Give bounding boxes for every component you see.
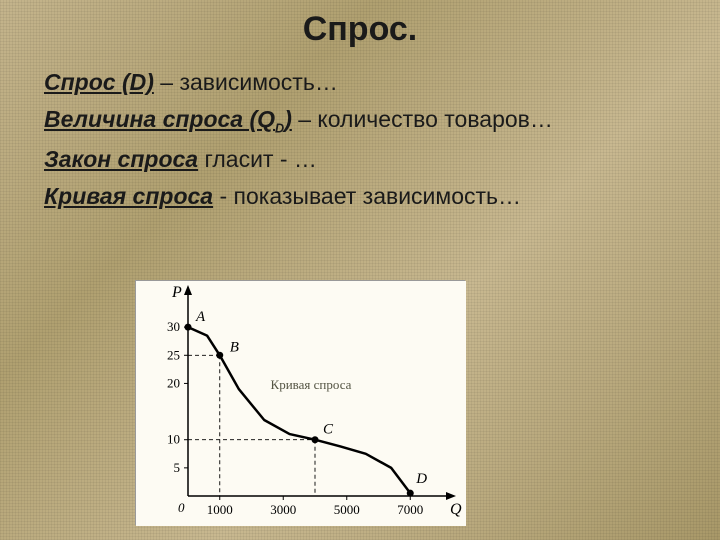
def-krivaya: Кривая спроса - показывает зависимость… bbox=[20, 181, 700, 212]
svg-text:0: 0 bbox=[178, 500, 185, 515]
rest-spros: – зависимость… bbox=[154, 69, 338, 95]
svg-text:3000: 3000 bbox=[270, 502, 296, 517]
svg-text:7000: 7000 bbox=[397, 502, 423, 517]
svg-text:C: C bbox=[323, 422, 334, 438]
svg-text:A: A bbox=[195, 309, 206, 325]
definitions: Спрос (D) – зависимость… Величина спроса… bbox=[0, 49, 720, 212]
svg-text:5000: 5000 bbox=[334, 502, 360, 517]
svg-text:D: D bbox=[415, 471, 427, 487]
def-spros: Спрос (D) – зависимость… bbox=[20, 67, 700, 98]
svg-text:10: 10 bbox=[167, 432, 180, 447]
svg-text:20: 20 bbox=[167, 375, 180, 390]
svg-text:1000: 1000 bbox=[207, 502, 233, 517]
svg-text:5: 5 bbox=[174, 460, 181, 475]
term-velichina: Величина спроса (QD) bbox=[44, 106, 292, 132]
term-zakon: Закон спроса bbox=[44, 146, 198, 172]
rest-zakon: гласит - … bbox=[198, 146, 317, 172]
rest-velichina: – количество товаров… bbox=[292, 106, 553, 132]
svg-text:P: P bbox=[171, 284, 182, 301]
page-title: Спрос. bbox=[0, 0, 720, 49]
svg-text:Q: Q bbox=[450, 501, 462, 518]
svg-text:30: 30 bbox=[167, 319, 180, 334]
demand-curve-chart: 5 10 20 25 30 1000 3000 5000 7000 0 P Q A B C D Кривая с… bbox=[135, 280, 465, 525]
svg-text:B: B bbox=[230, 339, 239, 355]
def-velichina: Величина спроса (QD) – количество товаро… bbox=[20, 104, 700, 138]
term-spros: Спрос (D) bbox=[44, 69, 154, 95]
svg-text:Кривая спроса: Кривая спроса bbox=[271, 377, 352, 392]
rest-krivaya: - показывает зависимость… bbox=[213, 183, 521, 209]
def-zakon: Закон спроса гласит - … bbox=[20, 144, 700, 175]
svg-text:25: 25 bbox=[167, 347, 180, 362]
term-krivaya: Кривая спроса bbox=[44, 183, 213, 209]
